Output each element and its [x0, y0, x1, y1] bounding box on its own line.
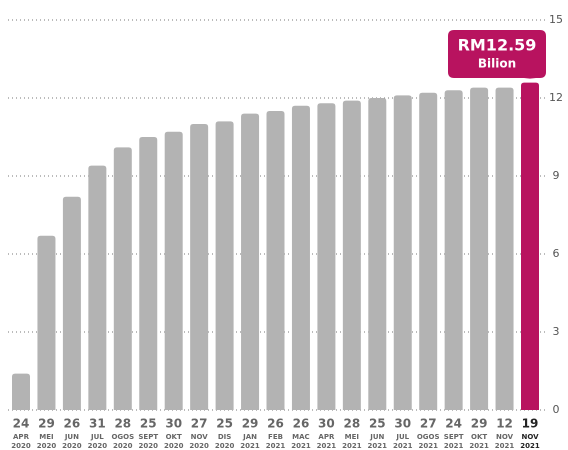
bar	[88, 165, 107, 410]
callout-value: RM12.59	[458, 36, 537, 55]
x-month-label: FEB	[268, 433, 283, 441]
x-day-label: 25	[140, 417, 157, 431]
x-year-label: 2020	[37, 442, 57, 450]
x-day-label: 25	[369, 417, 386, 431]
x-day-label: 24	[445, 417, 462, 431]
x-year-label: 2021	[368, 442, 388, 450]
bar	[291, 105, 310, 411]
x-day-label: 26	[293, 417, 310, 431]
bar	[164, 131, 183, 411]
x-year-label: 2021	[418, 442, 438, 450]
x-day-label: 29	[471, 417, 488, 431]
x-month-label: OGOS	[417, 433, 440, 441]
x-year-label: 2020	[11, 442, 31, 450]
bar	[368, 98, 387, 410]
bar	[342, 100, 361, 410]
x-month-label: MAC	[292, 433, 310, 441]
x-month-label: OKT	[471, 433, 487, 441]
x-month-label: OGOS	[111, 433, 134, 441]
x-month-label: DIS	[218, 433, 231, 441]
x-month-label: NOV	[191, 433, 209, 441]
x-year-label: 2021	[469, 442, 489, 450]
x-year-label: 2021	[444, 442, 464, 450]
x-month-label: SEPT	[444, 433, 464, 441]
callout-box	[448, 30, 546, 79]
x-day-label: 12	[496, 417, 513, 431]
x-day-label: 19	[522, 417, 539, 431]
x-day-label: 26	[64, 417, 81, 431]
bar	[241, 113, 260, 410]
y-tick-label: 3	[553, 325, 560, 338]
x-month-label: OKT	[166, 433, 182, 441]
bar	[393, 95, 412, 411]
x-month-label: APR	[13, 433, 30, 441]
x-month-label: JAN	[242, 433, 257, 441]
x-day-label: 26	[267, 417, 284, 431]
y-tick-label: 9	[553, 169, 560, 182]
bar	[215, 121, 234, 411]
bar	[190, 124, 209, 410]
x-year-label: 2021	[240, 442, 260, 450]
y-tick-label: 15	[549, 13, 563, 26]
x-day-label: 30	[318, 417, 335, 431]
x-year-label: 2020	[113, 442, 133, 450]
x-year-label: 2020	[88, 442, 108, 450]
x-year-label: 2020	[164, 442, 184, 450]
x-day-label: 28	[114, 417, 131, 431]
x-month-label: NOV	[496, 433, 514, 441]
callout-unit: Bilion	[478, 57, 516, 71]
y-tick-label: 0	[553, 403, 560, 416]
x-month-label: NOV	[521, 433, 539, 441]
x-day-label: 29	[38, 417, 55, 431]
x-month-label: MEI	[39, 433, 53, 441]
bar	[521, 82, 539, 410]
bar	[470, 87, 489, 410]
x-day-label: 24	[13, 417, 30, 431]
x-day-label: 27	[420, 417, 437, 431]
x-month-label: JUL	[90, 433, 104, 441]
bar	[62, 196, 81, 410]
x-year-label: 2020	[189, 442, 209, 450]
x-year-label: 2021	[266, 442, 286, 450]
bar	[266, 111, 285, 410]
bar	[495, 87, 514, 410]
x-month-label: MEI	[345, 433, 359, 441]
x-month-label: JUN	[369, 433, 384, 441]
bar	[113, 147, 132, 410]
x-day-label: 25	[216, 417, 233, 431]
x-month-label: JUN	[64, 433, 79, 441]
bar	[12, 373, 30, 410]
x-day-label: 30	[165, 417, 182, 431]
bar	[317, 103, 336, 410]
bar	[419, 92, 438, 411]
x-day-label: 30	[394, 417, 411, 431]
x-year-label: 2020	[139, 442, 159, 450]
x-year-label: 2020	[62, 442, 82, 450]
x-month-label: SEPT	[138, 433, 158, 441]
y-tick-label: 12	[549, 91, 563, 104]
x-month-label: APR	[318, 433, 335, 441]
x-month-label: JUL	[395, 433, 409, 441]
x-year-label: 2021	[317, 442, 337, 450]
bar	[139, 137, 158, 410]
x-day-label: 29	[242, 417, 259, 431]
x-year-label: 2021	[520, 442, 540, 450]
y-tick-label: 6	[553, 247, 560, 260]
x-day-label: 27	[191, 417, 208, 431]
x-year-label: 2020	[215, 442, 235, 450]
bar	[37, 235, 56, 410]
x-year-label: 2021	[291, 442, 311, 450]
x-year-label: 2021	[393, 442, 413, 450]
x-year-label: 2021	[495, 442, 515, 450]
x-year-label: 2021	[342, 442, 362, 450]
x-day-label: 31	[89, 417, 106, 431]
bar	[444, 90, 463, 410]
x-day-label: 28	[343, 417, 360, 431]
